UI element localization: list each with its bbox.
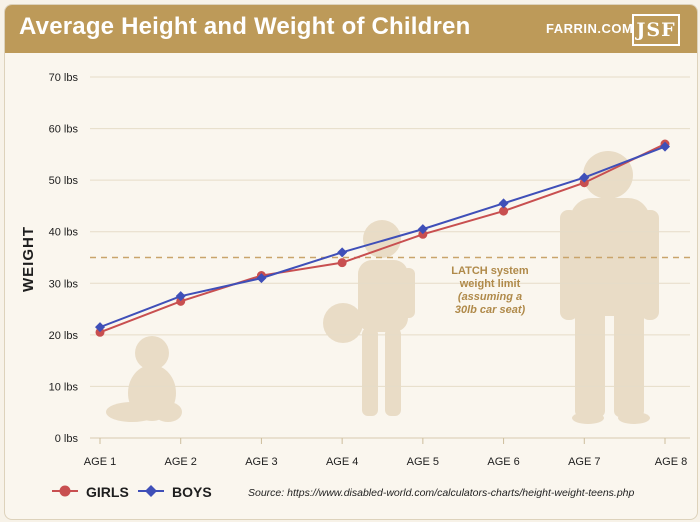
latch-note-line-2: 30lb car seat) xyxy=(454,304,526,316)
boys-point xyxy=(337,247,348,258)
boys-line xyxy=(99,145,666,329)
data-series xyxy=(95,139,670,337)
y-tick-label: 60 lbs xyxy=(49,124,79,136)
girls-point xyxy=(176,296,186,306)
chart-title: Average Height and Weight of Children xyxy=(19,13,471,40)
kid-silhouette xyxy=(323,220,415,416)
x-tick-label: AGE 7 xyxy=(568,456,600,468)
y-tick-label: 70 lbs xyxy=(49,72,79,84)
boys-point xyxy=(175,291,186,302)
legend-boys-label: BOYS xyxy=(172,484,212,500)
toddler-silhouette xyxy=(106,336,182,422)
x-tick-label: AGE 1 xyxy=(84,456,116,468)
x-tick-label: AGE 4 xyxy=(326,456,358,468)
legend-markers xyxy=(52,485,164,497)
x-tick-label: AGE 2 xyxy=(165,456,197,468)
site-name[interactable]: FARRIN.COM xyxy=(546,21,634,36)
latch-note-line-1: (assuming a xyxy=(457,291,523,303)
legend-girls-marker xyxy=(59,485,71,497)
y-tick-label: 20 lbs xyxy=(49,330,79,342)
boys-point xyxy=(256,273,267,284)
y-gridlines xyxy=(90,76,690,439)
boys-point xyxy=(660,141,670,152)
y-tick-labels: 0 lbs 10 lbs 20 lbs 30 lbs 40 lbs 50 lbs 60 lb… xyxy=(49,72,79,445)
x-tick-label: AGE 3 xyxy=(245,456,277,468)
x-tick-label: AGE 6 xyxy=(487,456,519,468)
header-bar: Average Height and Weight of Children FA… xyxy=(5,5,697,53)
girls-line xyxy=(99,143,666,334)
source-citation: Source: https://www.disabled-world.com/c… xyxy=(248,487,635,499)
girls-point xyxy=(579,178,589,188)
x-tick-label: AGE 8 xyxy=(655,456,687,468)
y-tick-label: 10 lbs xyxy=(49,381,79,393)
jsf-logo: JSF xyxy=(632,14,680,46)
x-tick-label: AGE 5 xyxy=(407,456,439,468)
boys-point xyxy=(498,198,509,209)
y-tick-label: 50 lbs xyxy=(49,175,79,187)
boys-point xyxy=(95,322,105,333)
girls-point xyxy=(499,206,509,216)
legend-girls-label: GIRLS xyxy=(86,484,129,500)
y-tick-label: 30 lbs xyxy=(49,278,79,290)
girls-point xyxy=(95,327,105,337)
latch-annotation: LATCH system weight limit (assuming a 30… xyxy=(430,265,550,317)
y-axis-label: WEIGHT xyxy=(20,226,37,292)
girls-point xyxy=(418,229,428,239)
older-child-silhouette xyxy=(560,151,659,424)
latch-label-line-1: LATCH system xyxy=(451,265,529,277)
y-tick-label: 0 lbs xyxy=(55,433,79,445)
boys-point xyxy=(417,224,428,235)
y-tick-label: 40 lbs xyxy=(49,227,79,239)
girls-point xyxy=(337,258,347,268)
boys-point xyxy=(579,172,590,183)
x-tick-labels: AGE 1 AGE 2 AGE 3 AGE 4 AGE 5 AGE 6 AGE 7 AGE 8 xyxy=(84,438,687,468)
latch-label-line-2: weight limit xyxy=(459,278,521,290)
children-silhouettes xyxy=(106,151,659,424)
legend-boys-marker xyxy=(145,485,157,497)
